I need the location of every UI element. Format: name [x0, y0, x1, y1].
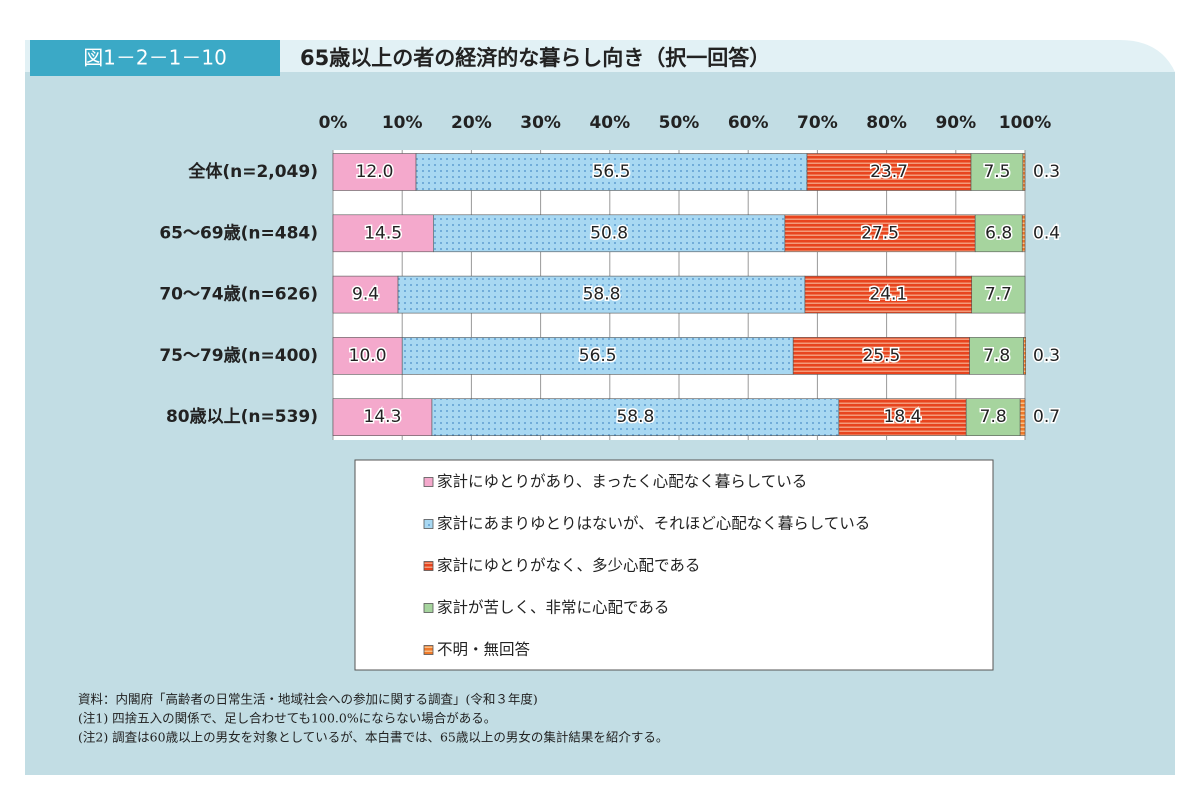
bar-segment [969, 337, 1024, 375]
bar-segment [1023, 337, 1026, 375]
data-label: 14.5 [364, 223, 402, 243]
data-label: 56.5 [579, 346, 617, 366]
data-label: 24.1 [869, 285, 907, 305]
bar-segment [784, 214, 976, 253]
figure-number-box [30, 40, 280, 76]
data-label: 7.5 [983, 162, 1010, 182]
data-label: 27.5 [861, 223, 899, 243]
x-tick-label: 100% [999, 113, 1052, 133]
chart-title: 65歳以上の者の経済的な暮らし向き（択一回答） [300, 46, 770, 70]
y-tick-label: 70～74歳(n=626) [159, 284, 318, 305]
data-label: 0.3 [1033, 346, 1060, 366]
y-tick-label: 80歳以上(n=539) [166, 406, 318, 427]
data-label: 0.3 [1033, 162, 1060, 182]
data-label: 12.0 [356, 162, 394, 182]
legend-swatch [423, 603, 434, 613]
bar-segment [804, 275, 973, 314]
bar-segment [1022, 153, 1026, 191]
data-label: 23.7 [870, 162, 908, 182]
data-label: 58.8 [616, 407, 654, 427]
figure-number: 図1－2－1－10 [83, 46, 227, 70]
data-label: 58.8 [583, 285, 621, 305]
data-label: 0.7 [1033, 407, 1060, 427]
y-tick-label: 65～69歳(n=484) [159, 222, 318, 243]
x-tick-label: 20% [451, 113, 492, 133]
bar-segment [332, 398, 433, 437]
bar-segment [792, 337, 970, 375]
bar-segment [332, 337, 403, 375]
data-label: 14.3 [364, 407, 402, 427]
data-label: 7.7 [985, 285, 1012, 305]
x-tick-label: 60% [728, 113, 769, 133]
legend-label: 家計にあまりゆとりはないが、それほど心配なく暮らしている [437, 515, 870, 533]
data-label: 25.5 [862, 346, 900, 366]
bar-segment [433, 214, 786, 253]
data-label: 6.8 [985, 223, 1012, 243]
data-label: 0.4 [1033, 223, 1060, 243]
x-tick-label: 0% [319, 113, 348, 133]
data-label: 7.8 [983, 346, 1010, 366]
source-note: 資料：内閣府「高齢者の日常生活・地域社会への参加に関する調査」(令和３年度) [78, 692, 538, 707]
legend-label: 不明・無回答 [437, 641, 531, 659]
bar-segment [332, 153, 417, 191]
x-tick-label: 30% [520, 113, 561, 133]
data-label: 10.0 [349, 346, 387, 366]
data-label: 9.4 [352, 285, 379, 305]
data-label: 7.8 [980, 407, 1007, 427]
x-tick-label: 40% [589, 113, 630, 133]
data-label: 50.8 [590, 223, 628, 243]
bar-segment [971, 275, 1026, 314]
legend-swatch [423, 561, 434, 571]
x-tick-label: 80% [866, 113, 907, 133]
note: (注1) 四捨五入の関係で、足し合わせても100.0%にならない場合がある。 [78, 711, 496, 726]
bar-segment [970, 153, 1024, 191]
note: (注2) 調査は60歳以上の男女を対象としているが、本白書では、65歳以上の男女… [78, 730, 668, 745]
y-tick-label: 75～79歳(n=400) [159, 345, 318, 366]
legend-label: 家計にゆとりがなく、多少心配である [437, 557, 700, 575]
bar-segment [838, 398, 967, 437]
x-tick-label: 10% [382, 113, 423, 133]
bar-segment [1021, 214, 1026, 253]
legend-label: 家計にゆとりがあり、まったく心配なく暮らしている [437, 473, 807, 491]
header-band [25, 40, 1175, 72]
legend-swatch [423, 519, 434, 529]
bar-segment [397, 275, 806, 314]
legend-label: 家計が苦しく、非常に心配である [437, 599, 669, 617]
bar-segment [401, 337, 794, 375]
legend-swatch [423, 645, 434, 655]
data-label: 56.5 [593, 162, 631, 182]
x-tick-label: 90% [935, 113, 976, 133]
x-tick-label: 50% [659, 113, 700, 133]
legend-box [354, 459, 994, 671]
bar-segment [806, 153, 972, 191]
bar-segment [415, 153, 808, 191]
y-tick-label: 全体(n=2,049) [187, 161, 318, 182]
data-label: 18.4 [884, 407, 922, 427]
bar-segment [1019, 398, 1026, 437]
bar-segment [974, 214, 1023, 253]
x-tick-label: 70% [797, 113, 838, 133]
legend-swatch [423, 477, 434, 487]
